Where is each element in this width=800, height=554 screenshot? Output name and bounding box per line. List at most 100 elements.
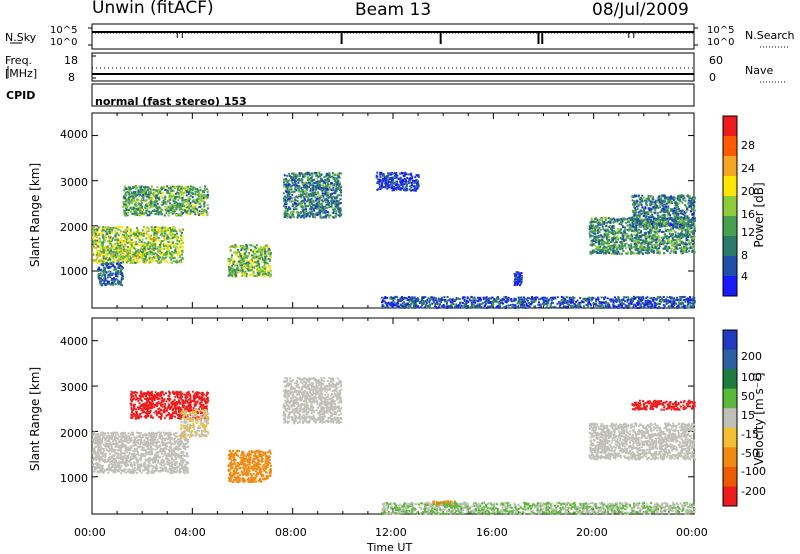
power-echo-4 xyxy=(337,203,340,206)
power-echo-7 xyxy=(660,236,663,239)
power-echo-4 xyxy=(308,194,311,197)
power-echo-7 xyxy=(598,241,600,244)
power-echo-0 xyxy=(112,250,115,253)
power-echo-3 xyxy=(269,256,272,259)
power-echo-4 xyxy=(305,185,308,188)
power-echo-1 xyxy=(155,204,158,207)
power-echo-0 xyxy=(129,243,132,246)
power-echo-1 xyxy=(187,197,190,200)
power-echo-3 xyxy=(262,273,265,276)
power-echo-0 xyxy=(92,226,95,229)
power-echo-4 xyxy=(324,182,327,185)
power-echo-4 xyxy=(306,178,309,181)
power-echo-3 xyxy=(245,250,248,253)
power-echo-1 xyxy=(150,190,152,193)
power-echo-1 xyxy=(157,193,159,196)
power-echo-0 xyxy=(129,246,132,249)
power-echo-3 xyxy=(245,256,248,259)
power-echo-7 xyxy=(589,235,592,237)
power-echo-3 xyxy=(229,271,232,274)
power-echo-3 xyxy=(261,256,264,259)
power-echo-5 xyxy=(380,171,383,174)
power-echo-0 xyxy=(164,256,167,259)
power-echo-5 xyxy=(385,184,388,187)
power-echo-0 xyxy=(126,259,129,262)
power-echo-4 xyxy=(288,213,291,216)
power-echo-5 xyxy=(385,183,388,185)
power-echo-0 xyxy=(99,240,101,243)
power-echo-1 xyxy=(189,213,192,216)
power-echo-7 xyxy=(602,236,605,239)
power-echo-7 xyxy=(643,246,646,249)
power-echo-7 xyxy=(666,250,669,253)
power-echo-7 xyxy=(667,230,670,233)
power-echo-1 xyxy=(139,186,142,189)
power-echo-7 xyxy=(616,220,619,223)
power-echo-4 xyxy=(339,215,341,218)
power-echo-5 xyxy=(392,182,395,185)
power-echo-7 xyxy=(670,250,673,253)
power-echo-4 xyxy=(321,200,324,203)
power-echo-4 xyxy=(333,202,336,205)
power-echo-7 xyxy=(652,243,655,246)
power-echo-7 xyxy=(686,248,688,250)
power-echo-4 xyxy=(337,214,340,217)
power-echo-3 xyxy=(258,266,261,269)
power-echo-5 xyxy=(397,186,400,189)
power-echo-0 xyxy=(150,236,153,239)
power-echo-4 xyxy=(288,172,290,175)
power-echo-4 xyxy=(305,210,308,213)
power-echo-8 xyxy=(647,213,650,216)
power-echo-0 xyxy=(125,251,128,254)
power-echo-1 xyxy=(158,196,161,199)
power-echo-0 xyxy=(166,250,168,253)
power-echo-0 xyxy=(108,250,111,253)
power-echo-3 xyxy=(232,267,235,270)
power-echo-1 xyxy=(123,185,126,188)
power-echo-3 xyxy=(257,248,260,251)
power-echo-4 xyxy=(283,183,286,186)
power-echo-4 xyxy=(338,209,341,212)
power-echo-3 xyxy=(261,248,264,251)
power-echo-5 xyxy=(378,183,381,186)
power-echo-1 xyxy=(189,210,192,213)
power-echo-0 xyxy=(100,231,103,234)
power-echo-0 xyxy=(159,233,162,236)
power-echo-6 xyxy=(516,273,519,276)
power-echo-7 xyxy=(623,245,626,247)
power-echo-4 xyxy=(309,176,312,179)
power-echo-0 xyxy=(95,258,98,261)
power-echo-7 xyxy=(651,229,654,232)
power-echo-0 xyxy=(132,244,135,247)
power-echo-3 xyxy=(252,269,255,272)
power-echo-4 xyxy=(287,194,290,197)
power-echo-2 xyxy=(109,275,112,278)
power-echo-4 xyxy=(294,183,297,185)
power-echo-4 xyxy=(306,176,309,179)
power-echo-0 xyxy=(124,229,127,232)
power-echo-7 xyxy=(593,229,596,232)
power-echo-2 xyxy=(103,282,106,285)
power-echo-5 xyxy=(381,182,384,185)
power-echo-0 xyxy=(140,241,143,243)
power-echo-0 xyxy=(108,236,110,239)
power-echo-1 xyxy=(133,192,136,195)
power-echo-0 xyxy=(118,256,121,259)
power-echo-0 xyxy=(100,246,103,249)
power-echo-3 xyxy=(235,274,238,277)
power-echo-4 xyxy=(330,182,332,185)
power-echo-2 xyxy=(119,280,122,283)
power-echo-5 xyxy=(410,184,413,187)
power-echo-1 xyxy=(171,185,174,188)
power-echo-6 xyxy=(517,282,519,285)
power-echo-3 xyxy=(236,262,239,265)
power-echo-3 xyxy=(262,246,265,249)
power-echo-2 xyxy=(112,265,115,267)
power-echo-7 xyxy=(631,237,634,240)
power-echo-4 xyxy=(326,210,329,213)
power-panel xyxy=(91,112,696,310)
power-echo-5 xyxy=(411,179,414,182)
power-echo-3 xyxy=(241,264,243,267)
power-echo-5 xyxy=(392,180,395,183)
power-echo-5 xyxy=(395,172,398,174)
